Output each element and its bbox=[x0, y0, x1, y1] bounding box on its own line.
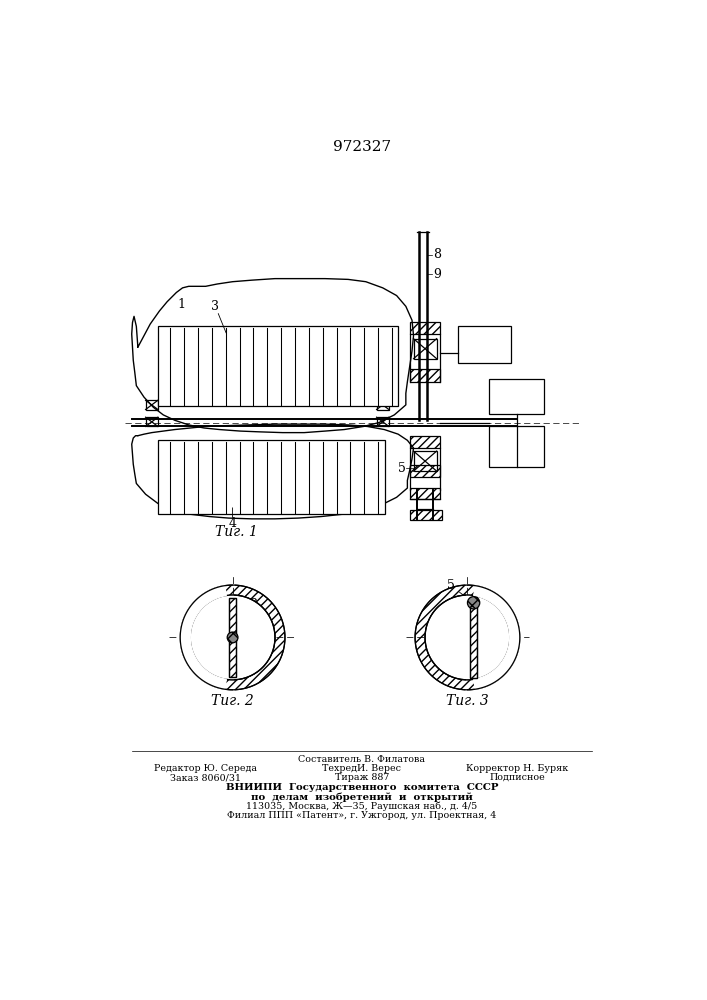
Text: Тираж 887: Тираж 887 bbox=[335, 773, 389, 782]
Circle shape bbox=[425, 595, 510, 680]
Text: 9: 9 bbox=[433, 267, 440, 280]
Bar bbox=[146, 417, 158, 426]
Text: по  делам  изобретений  и  открытий: по делам изобретений и открытий bbox=[251, 792, 473, 802]
Text: Редактор Ю. Середа: Редактор Ю. Середа bbox=[154, 764, 257, 773]
Bar bbox=[377, 417, 389, 426]
Bar bbox=[411, 369, 440, 382]
Text: 4: 4 bbox=[240, 654, 257, 667]
Bar bbox=[411, 465, 440, 477]
Text: 972327: 972327 bbox=[333, 140, 391, 154]
Bar bbox=[411, 322, 440, 334]
Bar bbox=[409, 510, 442, 520]
Text: 4: 4 bbox=[228, 517, 237, 530]
Text: 4: 4 bbox=[444, 609, 467, 627]
Bar bbox=[414, 339, 437, 359]
Text: 113035, Москва, Ж—35, Раушская наб., д. 4/5: 113035, Москва, Ж—35, Раушская наб., д. … bbox=[246, 801, 477, 811]
Bar bbox=[158, 440, 385, 514]
Text: Составитель В. Филатова: Составитель В. Филатова bbox=[298, 755, 426, 764]
Text: Τиг. 1: Τиг. 1 bbox=[215, 525, 258, 539]
Bar bbox=[229, 598, 236, 677]
Text: Корректор Н. Буряк: Корректор Н. Буряк bbox=[467, 764, 568, 773]
Bar bbox=[470, 597, 477, 678]
Bar bbox=[411, 436, 440, 448]
Text: 7: 7 bbox=[513, 440, 520, 453]
Circle shape bbox=[190, 595, 275, 680]
Text: ВНИИПИ  Государственного  комитета  СССР: ВНИИПИ Государственного комитета СССР bbox=[226, 783, 498, 792]
Bar bbox=[489, 379, 544, 414]
Bar bbox=[489, 426, 544, 466]
Text: 2: 2 bbox=[481, 338, 489, 351]
Bar bbox=[158, 326, 398, 406]
Polygon shape bbox=[180, 586, 226, 689]
Text: Филиал ППП «Патент», г. Ужгород, ул. Проектная, 4: Филиал ППП «Патент», г. Ужгород, ул. Про… bbox=[228, 811, 496, 820]
Bar bbox=[411, 488, 440, 499]
Text: 5: 5 bbox=[447, 579, 467, 598]
Text: ТехредИ. Верес: ТехредИ. Верес bbox=[322, 764, 402, 773]
Text: Заказ 8060/31: Заказ 8060/31 bbox=[170, 773, 241, 782]
Text: 3: 3 bbox=[211, 300, 219, 313]
Text: Τиг. 3: Τиг. 3 bbox=[446, 694, 489, 708]
Text: 6: 6 bbox=[513, 388, 521, 401]
Bar bbox=[229, 598, 236, 677]
Polygon shape bbox=[474, 586, 520, 689]
Bar bbox=[146, 400, 158, 410]
Text: 5: 5 bbox=[398, 462, 406, 475]
Text: 1: 1 bbox=[177, 298, 185, 311]
Text: Подписное: Подписное bbox=[490, 773, 545, 782]
Text: 3: 3 bbox=[444, 661, 467, 674]
Circle shape bbox=[227, 632, 238, 643]
Text: Τиг. 2: Τиг. 2 bbox=[211, 694, 254, 708]
Bar bbox=[458, 326, 510, 363]
Bar bbox=[414, 451, 437, 471]
Text: 8: 8 bbox=[433, 248, 440, 261]
Bar bbox=[377, 400, 389, 410]
Circle shape bbox=[467, 597, 480, 609]
Text: 3: 3 bbox=[239, 598, 257, 614]
Bar bbox=[470, 597, 477, 678]
